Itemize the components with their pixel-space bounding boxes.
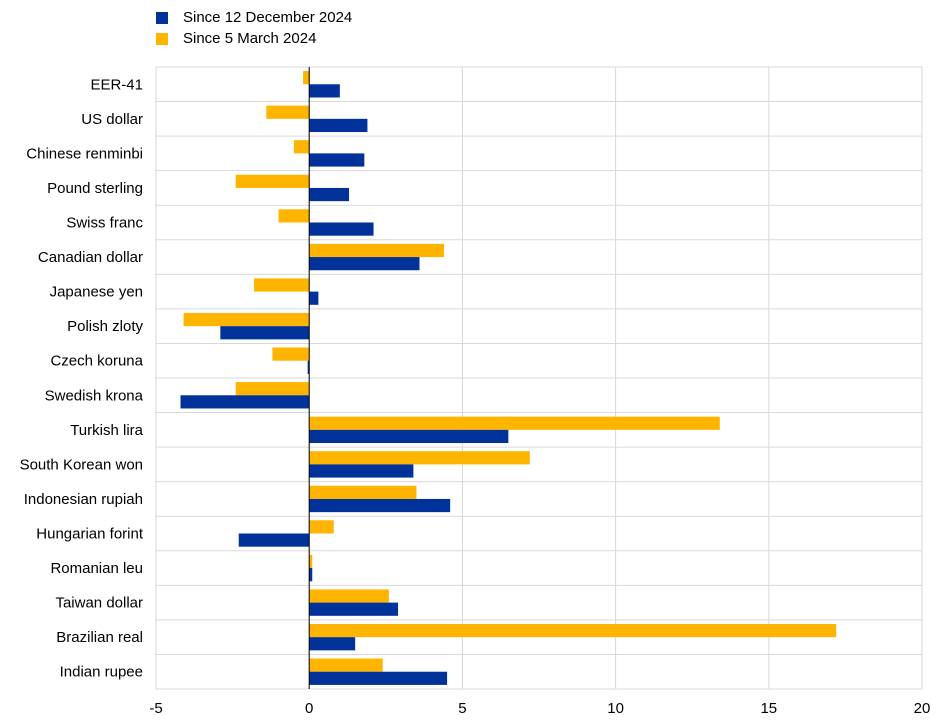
bar-series-b — [278, 209, 310, 223]
bar-series-b — [309, 623, 837, 638]
bar-series-b — [254, 278, 310, 292]
bar-series-b — [183, 312, 310, 327]
bar-series-b — [309, 589, 389, 603]
legend-label-series-a: Since 12 December 2024 — [183, 9, 353, 26]
bar-series-b — [272, 347, 310, 361]
category-label: Canadian dollar — [38, 249, 143, 266]
legend-label-series-b: Since 5 March 2024 — [183, 30, 317, 47]
category-label: Brazilian real — [56, 629, 143, 646]
bar-series-a — [220, 326, 310, 340]
bar-series-b — [309, 416, 720, 430]
category-label: Swedish krona — [45, 387, 144, 404]
bar-series-b — [309, 485, 417, 499]
bar-series-a — [309, 153, 365, 167]
bar-series-b — [309, 243, 445, 258]
legend-swatch-series-a — [156, 11, 168, 24]
category-label: Polish zloty — [67, 318, 143, 335]
bar-series-b — [293, 140, 310, 154]
category-label: Taiwan dollar — [55, 595, 143, 612]
x-tick-label: 15 — [760, 700, 777, 717]
chart-legend: Since 12 December 2024 Since 5 March 202… — [156, 7, 352, 49]
bar-series-a — [309, 671, 448, 685]
category-label: Turkish lira — [70, 422, 143, 439]
bar-series-b — [309, 451, 530, 465]
bar-series-a — [309, 84, 340, 98]
legend-item-series-b: Since 5 March 2024 — [156, 28, 352, 49]
x-tick-label: 5 — [458, 700, 466, 717]
legend-swatch-series-b — [156, 32, 168, 45]
bar-series-a — [309, 187, 350, 202]
category-label: Indonesian rupiah — [24, 491, 143, 508]
x-tick-label: -5 — [149, 700, 162, 717]
bar-series-b — [309, 554, 313, 569]
category-label: EER-41 — [90, 76, 143, 93]
category-label: Chinese renminbi — [26, 145, 143, 162]
bar-series-b — [309, 658, 383, 672]
bar-series-b — [309, 520, 334, 534]
bar-series-b — [235, 174, 310, 188]
category-label: Pound sterling — [47, 180, 143, 197]
bar-series-a — [238, 533, 310, 547]
category-label: US dollar — [81, 111, 143, 128]
x-tick-label: 0 — [305, 700, 313, 717]
bar-series-a — [309, 291, 319, 305]
bar-series-a — [309, 429, 509, 444]
bar-series-a — [309, 637, 356, 651]
bar-series-b — [266, 105, 310, 119]
bar-series-a — [309, 222, 374, 236]
bar-series-a — [309, 464, 414, 478]
bar-series-a — [309, 602, 399, 616]
bar-series-a — [180, 395, 310, 409]
bar-series-b — [303, 71, 310, 85]
x-tick-label: 20 — [914, 700, 931, 717]
category-label: Romanian leu — [50, 560, 143, 577]
category-label: Czech koruna — [50, 353, 143, 370]
category-label: Hungarian forint — [36, 526, 144, 543]
bar-series-b — [235, 382, 310, 396]
x-tick-label: 10 — [607, 700, 624, 717]
bar-series-a — [309, 118, 368, 133]
category-label: Japanese yen — [50, 284, 143, 301]
bar-series-a — [309, 568, 313, 582]
bar-series-a — [307, 360, 310, 374]
bar-series-a — [309, 257, 420, 271]
category-label: South Korean won — [20, 456, 143, 473]
legend-item-series-a: Since 12 December 2024 — [156, 7, 352, 28]
category-label: Indian rupee — [60, 664, 143, 681]
bar-series-a — [309, 498, 451, 513]
category-label: Swiss franc — [66, 215, 143, 232]
